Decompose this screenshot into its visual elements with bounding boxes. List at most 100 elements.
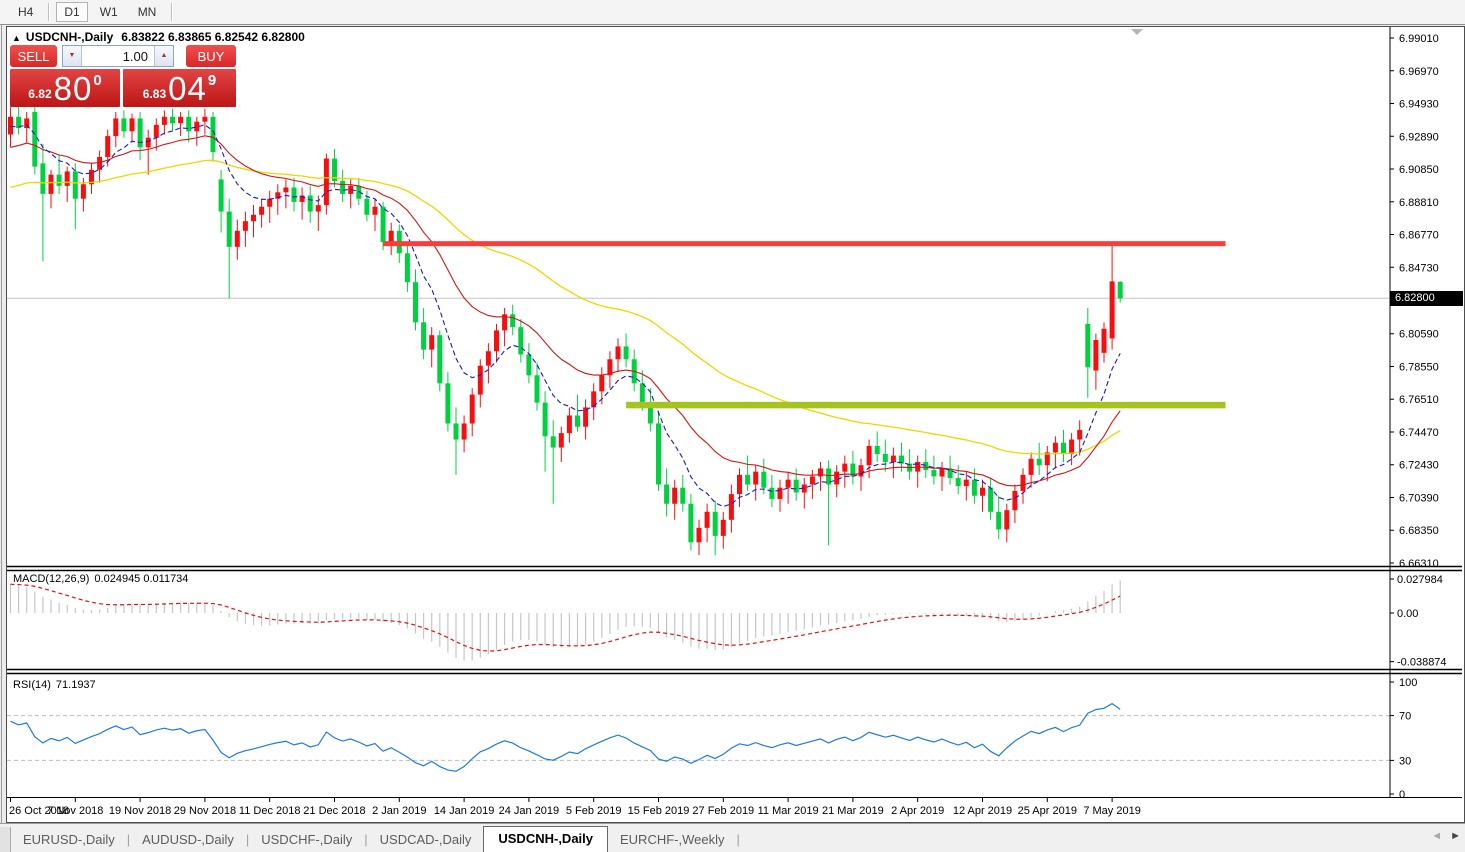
tab-audusd-daily[interactable]: AUDUSD-,Daily (142, 832, 234, 847)
tab-usdcad-daily[interactable]: USDCAD-,Daily (379, 832, 472, 847)
chart-title: ▲ USDCNH-,Daily 6.83822 6.83865 6.82542 6.… (12, 30, 305, 44)
buy-price-sup: 9 (207, 72, 217, 89)
macd-values: 0.024945 0.011734 (94, 573, 189, 585)
price-tick-label: 6.80590 (1399, 329, 1439, 341)
one-click-trade-panel: SELL ▼ ▲ BUY 6.82 80 0 6.83 04 9 (10, 45, 236, 107)
date-tick-label: 21 Mar 2019 (822, 805, 884, 817)
price-tick-label: 6.86770 (1399, 230, 1439, 242)
ma-mid-line (10, 135, 1121, 487)
rsi-indicator-label: RSI(14) 71.1937 (13, 679, 96, 691)
chart-canvas[interactable]: 6.99010 6.96970 6.94930 6.92890 6.90850 6.888… (7, 27, 1462, 820)
date-tick-label: 11 Mar 2019 (758, 805, 819, 817)
tab-separator: | (736, 832, 740, 847)
tab-scroll-right-icon[interactable]: ► (1450, 830, 1461, 842)
ma-slow-line (10, 159, 1121, 455)
date-tick-label: 27 Feb 2019 (692, 805, 754, 817)
date-tick-label: 5 Feb 2019 (566, 805, 622, 817)
support-line[interactable] (626, 401, 1226, 409)
date-tick-label: 2 Jan 2019 (372, 805, 426, 817)
volume-increase-icon[interactable]: ▲ (154, 46, 173, 66)
scroll-to-end-icon[interactable] (1131, 29, 1143, 35)
price-tick-label: 6.70390 (1399, 492, 1439, 504)
bid-price-tag: 6.82800 (1390, 291, 1463, 306)
macd-signal-line (10, 583, 1121, 652)
date-tick-label: 21 Dec 2018 (303, 805, 365, 817)
price-tick-label: 6.96970 (1399, 66, 1439, 78)
sell-price-small: 6.82 (28, 87, 52, 101)
macd-histogram (9, 580, 1121, 661)
timeframe-toolbar: H4 D1 W1 MN (0, 0, 1465, 25)
rsi-line (10, 702, 1121, 772)
one-click-collapse-icon[interactable]: ▲ (12, 33, 21, 43)
timeframe-button-h4[interactable]: H4 (18, 5, 34, 19)
date-tick-label: 12 Apr 2019 (953, 805, 1012, 817)
price-tick-label: 6.92890 (1399, 131, 1439, 143)
macd-tick-label: 0.027984 (1397, 574, 1443, 586)
date-tick-label: 7 Nov 2018 (47, 805, 103, 817)
tab-eurusd-daily[interactable]: EURUSD-,Daily (23, 832, 115, 847)
price-tick-label: 6.76510 (1399, 394, 1439, 406)
buy-price-small: 6.83 (142, 87, 167, 101)
macd-indicator-label: MACD(12,26,9) 0.024945 0.011734 (13, 573, 188, 585)
tab-separator: | (245, 832, 250, 847)
macd-name: MACD(12,26,9) (13, 573, 90, 585)
chart-tab-bar: EURUSD-,Daily | AUDUSD-,Daily | USDCHF-,… (0, 823, 1465, 852)
buy-price-display[interactable]: 6.83 04 9 (123, 69, 236, 107)
resistance-line[interactable] (383, 241, 1226, 247)
macd-tick-label: -0.038874 (1397, 657, 1447, 669)
toolbar-separator (171, 3, 173, 21)
toolbar-separator (48, 3, 50, 21)
price-tick-label: 6.66310 (1399, 558, 1439, 570)
tab-usdcnh-daily[interactable]: USDCNH-,Daily (483, 826, 608, 852)
price-tick-label: 6.84730 (1399, 262, 1439, 274)
date-tick-label: 24 Jan 2019 (499, 805, 560, 817)
date-tick-label: 14 Jan 2019 (434, 805, 495, 817)
rsi-tick-label: 0 (1399, 789, 1405, 801)
chart-ohlc-values: 6.83822 6.83865 6.82542 6.82800 (121, 30, 305, 44)
sell-price-sup: 0 (93, 72, 102, 89)
price-tick-label: 6.78550 (1399, 361, 1439, 373)
tab-scroll-left-icon[interactable]: ◄ (1431, 830, 1443, 842)
date-tick-label: 25 Apr 2019 (1018, 805, 1077, 817)
price-tick-label: 6.94930 (1399, 99, 1439, 111)
tab-bar-corner (0, 827, 11, 852)
chart-symbol-title: USDCNH-,Daily (25, 30, 114, 44)
rsi-tick-label: 30 (1399, 755, 1411, 767)
rsi-value: 71.1937 (55, 679, 96, 691)
candles-group (8, 105, 1123, 556)
timeframe-button-w1[interactable]: W1 (99, 5, 118, 19)
macd-tick-label: 0.00 (1397, 608, 1418, 620)
sell-price-display[interactable]: 6.82 80 0 (10, 69, 120, 107)
price-tick-label: 6.99010 (1399, 33, 1439, 45)
tab-separator: | (126, 832, 131, 847)
date-tick-label: 29 Nov 2018 (174, 805, 236, 817)
tab-usdchf-daily[interactable]: USDCHF-,Daily (261, 832, 353, 847)
date-tick-label: 7 May 2019 (1083, 805, 1140, 817)
chart-window: 6.99010 6.96970 6.94930 6.92890 6.90850 6.888… (6, 26, 1465, 823)
tab-eurchf-weekly[interactable]: EURCHF-,Weekly (620, 832, 725, 847)
price-tick-label: 6.72430 (1399, 460, 1439, 472)
sell-price-big: 80 (53, 70, 93, 107)
price-tick-label: 6.90850 (1399, 164, 1439, 176)
pane-separators[interactable] (7, 565, 1462, 675)
price-tick-label: 6.74470 (1399, 427, 1439, 439)
ma-fast-line (10, 124, 1121, 508)
volume-input[interactable] (82, 46, 154, 66)
date-tick-label: 11 Dec 2018 (239, 805, 301, 817)
date-tick-label: 26 Oct 2018 (9, 805, 69, 817)
timeframe-button-d1[interactable]: D1 (56, 2, 88, 22)
volume-spinner: ▼ ▲ (62, 45, 174, 67)
date-tick-label: 19 Nov 2018 (109, 805, 171, 817)
buy-button[interactable]: BUY (186, 45, 236, 67)
window-frame-edge (1, 25, 2, 852)
volume-decrease-icon[interactable]: ▼ (63, 46, 82, 66)
sell-button[interactable]: SELL (10, 45, 57, 67)
price-tick-label: 6.88810 (1399, 197, 1439, 209)
rsi-tick-label: 70 (1399, 711, 1411, 723)
timeframe-button-mn[interactable]: MN (137, 5, 157, 19)
date-tick-label: 15 Feb 2019 (628, 805, 690, 817)
buy-price-big: 04 (168, 70, 207, 107)
time-axis-labels (10, 797, 1113, 802)
tab-separator: | (364, 832, 368, 847)
